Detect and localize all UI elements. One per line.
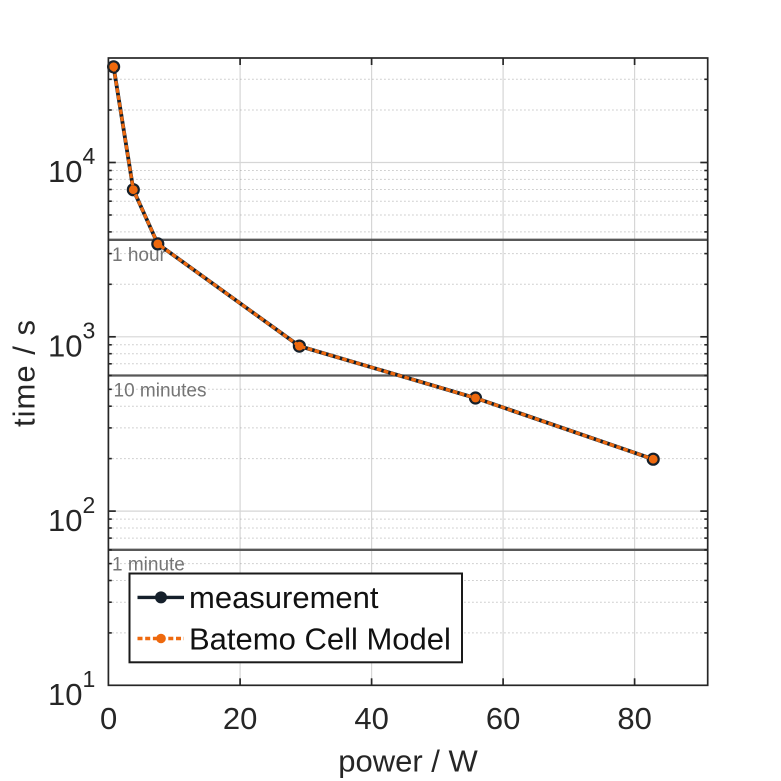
svg-text:60: 60	[486, 701, 520, 736]
svg-text:40: 40	[354, 701, 388, 736]
svg-text:Batemo Cell Model: Batemo Cell Model	[189, 622, 451, 657]
svg-text:0: 0	[100, 701, 117, 736]
svg-text:1 minute: 1 minute	[112, 555, 185, 576]
svg-text:measurement: measurement	[189, 580, 379, 615]
svg-text:power / W: power / W	[338, 744, 478, 779]
svg-text:1 hour: 1 hour	[112, 245, 167, 266]
svg-text:10 minutes: 10 minutes	[114, 381, 207, 402]
svg-text:time / s: time / s	[7, 319, 42, 427]
svg-text:20: 20	[223, 701, 257, 736]
svg-text:80: 80	[617, 701, 651, 736]
